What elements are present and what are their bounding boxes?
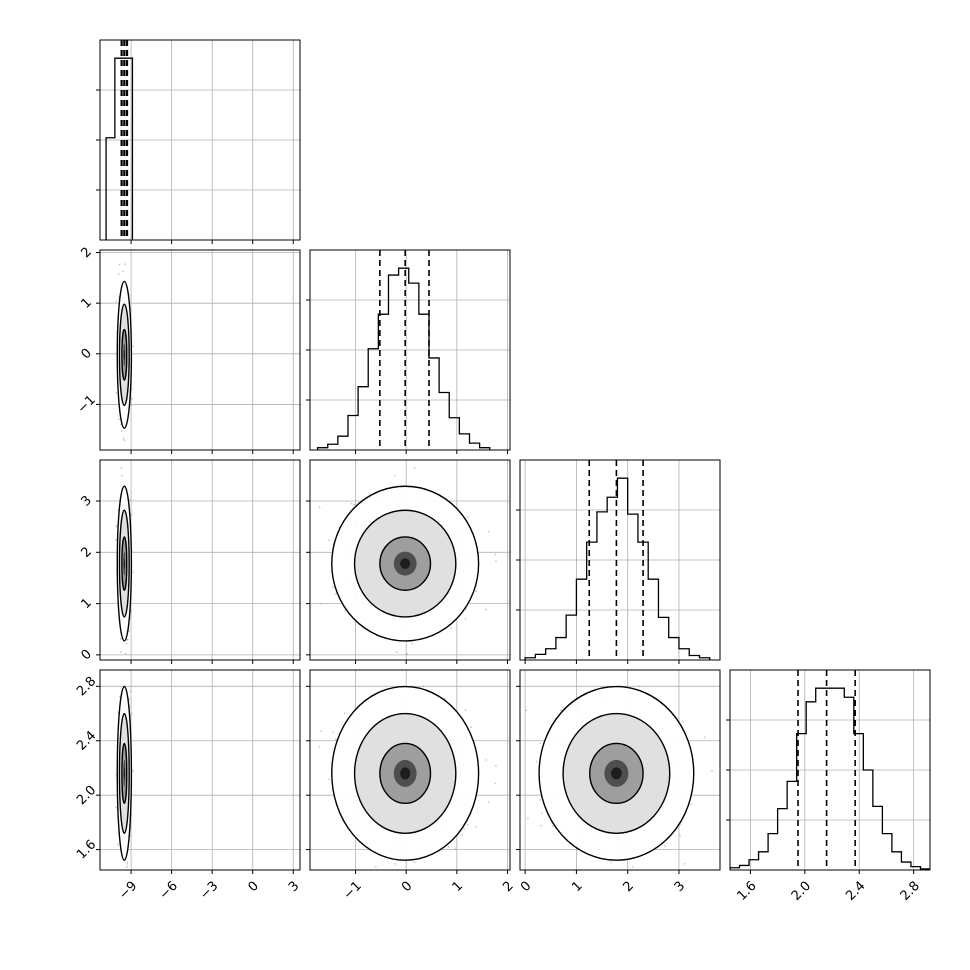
sample-point bbox=[464, 618, 467, 620]
histogram-0 bbox=[105, 57, 134, 240]
sample-point bbox=[130, 404, 132, 407]
sample-point bbox=[132, 345, 134, 348]
panel-frame bbox=[99, 459, 301, 661]
panel-2-0: 0 1 2 3 bbox=[79, 459, 301, 665]
sample-point bbox=[130, 513, 133, 516]
y-tick-label: 2 bbox=[79, 245, 95, 261]
sample-point bbox=[467, 516, 469, 519]
panel-0-0 bbox=[96, 39, 301, 244]
panel-frame bbox=[309, 249, 511, 451]
contour-line bbox=[121, 536, 128, 591]
contour-line bbox=[118, 509, 130, 618]
y-tick-label: 2 bbox=[79, 544, 95, 560]
panel-1-0: −1 0 1 2 bbox=[75, 245, 301, 454]
sample-point bbox=[124, 652, 127, 655]
sample-point bbox=[119, 638, 122, 640]
sample-point bbox=[123, 439, 126, 442]
y-tick-label: 0 bbox=[79, 647, 95, 663]
panel-content bbox=[310, 460, 510, 665]
panel-content bbox=[100, 250, 300, 450]
sample-point bbox=[115, 538, 117, 541]
panel-frame bbox=[99, 39, 301, 241]
panel-content bbox=[310, 250, 510, 450]
sample-point bbox=[131, 397, 133, 400]
contour-line bbox=[118, 303, 130, 407]
panel-content bbox=[100, 460, 300, 665]
sample-point bbox=[118, 263, 121, 266]
sample-point bbox=[125, 642, 128, 645]
contour-line bbox=[116, 280, 133, 429]
sample-point bbox=[122, 270, 125, 273]
y-tick-label: 1 bbox=[79, 596, 95, 612]
y-tick-label: 1 bbox=[79, 295, 95, 311]
sample-point bbox=[487, 530, 490, 533]
sample-point bbox=[495, 560, 497, 563]
contour-line bbox=[121, 328, 128, 381]
sample-point bbox=[115, 391, 118, 394]
panel-content bbox=[100, 40, 300, 240]
sample-point bbox=[120, 651, 122, 653]
density-fill bbox=[123, 349, 125, 360]
sample-point bbox=[383, 663, 385, 665]
sample-point bbox=[117, 418, 120, 421]
sample-point bbox=[129, 498, 132, 501]
sample-point bbox=[126, 638, 129, 641]
sample-point bbox=[124, 263, 127, 265]
sample-point bbox=[128, 663, 130, 665]
sample-point bbox=[122, 437, 125, 440]
sample-point bbox=[120, 430, 123, 432]
panel-frame bbox=[99, 249, 301, 451]
sample-point bbox=[128, 630, 131, 632]
sample-point bbox=[120, 474, 123, 477]
histogram-1 bbox=[316, 267, 491, 450]
sample-point bbox=[120, 467, 123, 469]
sample-point bbox=[115, 525, 118, 527]
contour-line bbox=[116, 485, 133, 642]
sample-point bbox=[350, 502, 353, 505]
panel-2-1 bbox=[306, 459, 511, 665]
sample-point bbox=[115, 300, 117, 303]
sample-point bbox=[132, 571, 134, 574]
y-tick-label: 3 bbox=[79, 493, 95, 509]
sample-point bbox=[450, 627, 453, 630]
panel-1-1 bbox=[306, 249, 511, 454]
sample-point bbox=[411, 642, 414, 645]
y-tick-label: 0 bbox=[79, 346, 95, 362]
sample-point bbox=[344, 609, 346, 612]
y-tick-label: −1 bbox=[75, 393, 99, 417]
density-fill bbox=[123, 558, 125, 569]
sample-point bbox=[117, 273, 120, 275]
